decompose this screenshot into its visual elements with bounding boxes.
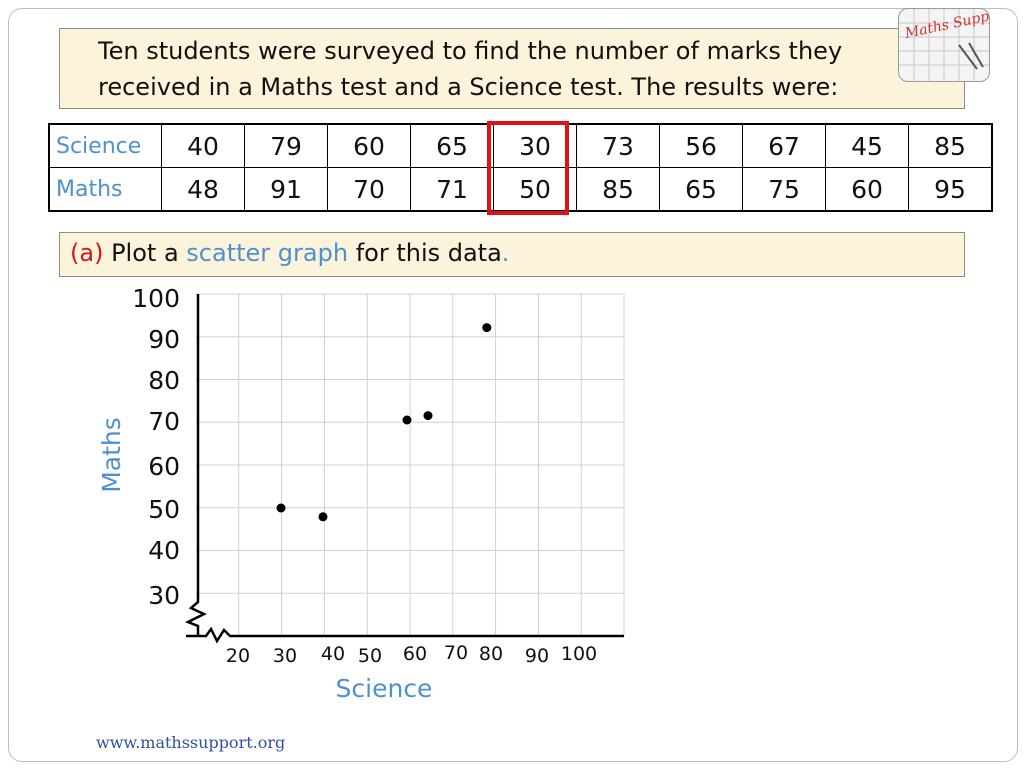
science-cell: 79 bbox=[244, 123, 328, 168]
science-cell: 30 bbox=[493, 123, 577, 168]
x-tick-label: 50 bbox=[358, 645, 382, 667]
footer-url[interactable]: www.mathssupport.org bbox=[96, 733, 286, 752]
question-box: (a) Plot a scatter graph for this data. bbox=[59, 232, 965, 277]
x-tick-label: 40 bbox=[321, 643, 345, 665]
question-term: scatter graph bbox=[186, 239, 349, 267]
science-cell: 45 bbox=[825, 123, 909, 168]
scatter-point bbox=[482, 323, 492, 333]
y-tick-label: 30 bbox=[148, 581, 180, 610]
table-row-maths: Maths 48 91 70 71 50 85 65 75 60 95 bbox=[48, 167, 993, 212]
maths-cell: 65 bbox=[659, 167, 743, 212]
highlight-box bbox=[487, 121, 569, 215]
scatter-point bbox=[318, 512, 328, 522]
science-cell: 73 bbox=[576, 123, 660, 168]
table-row-science: Science 40 79 60 65 30 73 56 67 45 85 bbox=[48, 123, 993, 168]
maths-cell: 71 bbox=[410, 167, 494, 212]
maths-cell: 95 bbox=[908, 167, 993, 212]
question-prefix: Plot a bbox=[111, 239, 179, 267]
x-tick-label: 70 bbox=[444, 642, 468, 664]
logo-graphic: Maths Support bbox=[899, 9, 989, 81]
science-cell: 60 bbox=[327, 123, 411, 168]
scatter-point bbox=[402, 415, 412, 425]
question-suffix: for this data bbox=[355, 239, 502, 267]
question-part-label: (a) bbox=[70, 239, 104, 267]
y-tick-label: 90 bbox=[148, 325, 180, 354]
science-cell: 67 bbox=[742, 123, 826, 168]
x-tick-label: 90 bbox=[525, 645, 549, 667]
y-tick-label: 80 bbox=[148, 366, 180, 395]
intro-text-box: Ten students were surveyed to find the n… bbox=[59, 28, 965, 109]
intro-line-2: received in a Maths test and a Science t… bbox=[98, 73, 839, 101]
maths-cell: 50 bbox=[493, 167, 577, 212]
scatter-point bbox=[276, 503, 286, 513]
x-tick-label: 100 bbox=[561, 643, 597, 665]
y-tick-label: 60 bbox=[148, 452, 180, 481]
maths-cell: 85 bbox=[576, 167, 660, 212]
maths-cell: 70 bbox=[327, 167, 411, 212]
x-tick-label: 80 bbox=[479, 643, 503, 665]
maths-cell: 91 bbox=[244, 167, 328, 212]
x-tick-label: 30 bbox=[273, 645, 297, 667]
x-axis bbox=[186, 626, 624, 644]
question-dot: . bbox=[501, 239, 510, 267]
maths-cell: 48 bbox=[161, 167, 245, 212]
y-tick-label: 70 bbox=[148, 407, 180, 436]
data-table: Science 40 79 60 65 30 73 56 67 45 85 Ma… bbox=[48, 123, 993, 212]
science-cell: 56 bbox=[659, 123, 743, 168]
maths-support-logo: Maths Support bbox=[898, 8, 990, 82]
scatter-point bbox=[423, 411, 433, 421]
x-tick-label: 20 bbox=[226, 645, 250, 667]
x-axis-title: Science bbox=[336, 674, 433, 703]
y-axis-title: Maths bbox=[97, 417, 126, 493]
x-tick-label: 60 bbox=[403, 643, 427, 665]
y-tick-label: 100 bbox=[132, 284, 180, 313]
y-tick-label: 40 bbox=[148, 536, 180, 565]
intro-line-1: Ten students were surveyed to find the n… bbox=[98, 37, 843, 65]
row-label-science: Science bbox=[48, 123, 162, 168]
y-tick-label: 50 bbox=[148, 495, 180, 524]
science-cell: 40 bbox=[161, 123, 245, 168]
maths-cell: 60 bbox=[825, 167, 909, 212]
y-axis bbox=[184, 294, 207, 636]
row-label-maths: Maths bbox=[48, 167, 162, 212]
